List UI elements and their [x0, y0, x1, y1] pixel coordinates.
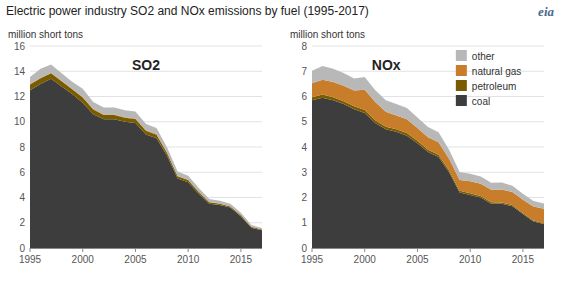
- area: [312, 66, 544, 209]
- y-tick-label: 8: [301, 41, 307, 52]
- x-tick-label: 2010: [459, 254, 482, 265]
- y-tick-label: 10: [14, 116, 26, 127]
- grid-line: [30, 46, 262, 47]
- areas: [30, 64, 262, 248]
- area: [312, 80, 544, 223]
- x-tick: [135, 248, 136, 252]
- area: [312, 94, 544, 224]
- y-tick-label: 8: [19, 142, 25, 153]
- x-axis-line: [312, 248, 544, 249]
- x-tick: [188, 248, 189, 252]
- panel-title: NOx: [372, 57, 401, 73]
- y-tick-label: 14: [14, 66, 26, 77]
- legend-swatch: [456, 80, 467, 91]
- y-tick-label: 7: [301, 66, 307, 77]
- area: [30, 64, 262, 229]
- legend-entry: other: [472, 51, 495, 62]
- y-tick-label: 0: [19, 243, 25, 254]
- y-tick-label: 0: [301, 243, 307, 254]
- x-tick-label: 2010: [177, 254, 200, 265]
- x-tick-label: 2005: [406, 254, 429, 265]
- chart-canvas: Electric power industry SO2 and NOx emis…: [0, 0, 562, 282]
- y-tick-label: 2: [19, 217, 25, 228]
- x-tick: [522, 248, 523, 252]
- legend-entry: petroleum: [472, 81, 516, 92]
- legend-entry: coal: [472, 96, 490, 107]
- x-tick-label: 2015: [512, 254, 535, 265]
- y-axis-label: million short tons: [290, 29, 365, 40]
- x-axis-line: [30, 248, 262, 249]
- y-tick-label: 4: [19, 192, 25, 203]
- legend-swatch: [456, 50, 467, 61]
- x-tick: [82, 248, 83, 252]
- panel: million short tons 0 1 2 3 4 5 6 7 8 1995 2000 2005 2…: [290, 29, 544, 265]
- x-tick: [364, 248, 365, 252]
- x-tick: [470, 248, 471, 252]
- x-tick-label: 1995: [301, 254, 324, 265]
- y-tick-label: 5: [301, 116, 307, 127]
- panel-title: SO2: [132, 57, 160, 73]
- x-tick: [240, 248, 241, 252]
- x-tick: [417, 248, 418, 252]
- x-tick-label: 1995: [19, 254, 42, 265]
- x-tick-label: 2000: [354, 254, 377, 265]
- area: [30, 73, 262, 230]
- x-tick-label: 2005: [124, 254, 147, 265]
- area: [30, 73, 262, 230]
- y-tick-label: 12: [14, 91, 26, 102]
- panel: million short tons 0 2 4 6 8 10 12 14 16 1995 2000 2…: [8, 29, 262, 265]
- figure-title: Electric power industry SO2 and NOx emis…: [6, 4, 369, 18]
- grid-line: [312, 46, 544, 47]
- x-tick: [30, 248, 31, 252]
- areas: [312, 66, 544, 248]
- x-tick-label: 2000: [72, 254, 95, 265]
- legend-swatch: [456, 95, 467, 106]
- y-tick-label: 6: [301, 91, 307, 102]
- x-tick: [312, 248, 313, 252]
- area: [30, 79, 262, 248]
- y-tick-label: 4: [301, 142, 307, 153]
- y-tick-label: 1: [301, 217, 307, 228]
- y-tick-label: 6: [19, 167, 25, 178]
- area: [312, 98, 544, 248]
- background: [0, 0, 562, 282]
- annotation: eia: [538, 4, 554, 19]
- x-tick-label: 2015: [230, 254, 253, 265]
- y-tick-label: 3: [301, 167, 307, 178]
- legend-entry: natural gas: [472, 66, 521, 77]
- legend-swatch: [456, 65, 467, 76]
- y-tick-label: 16: [14, 41, 26, 52]
- y-axis-label: million short tons: [8, 29, 83, 40]
- y-tick-label: 2: [301, 192, 307, 203]
